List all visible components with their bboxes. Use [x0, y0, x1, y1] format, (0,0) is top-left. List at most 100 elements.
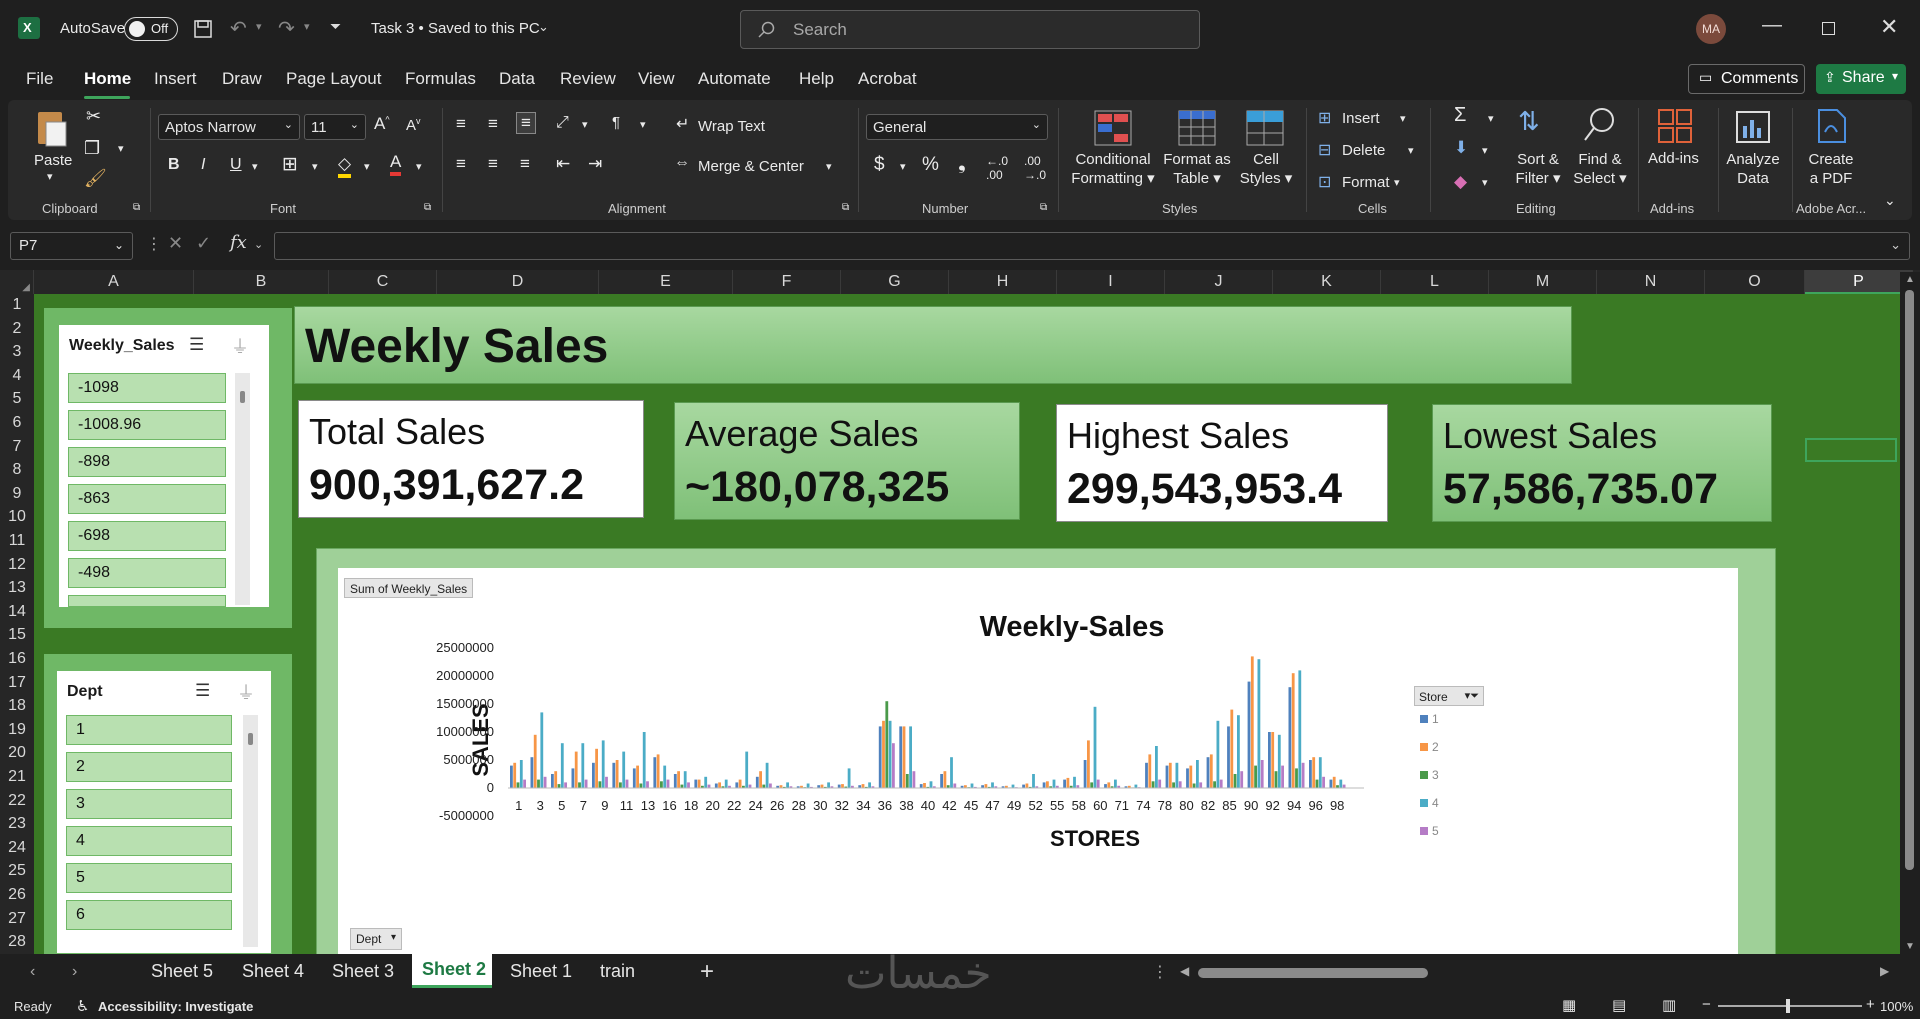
column-header-n[interactable]: N	[1597, 270, 1705, 294]
row-header-13[interactable]: 13	[8, 579, 26, 597]
find-select-button[interactable]: Find & Select ▾	[1573, 151, 1627, 187]
font-color-dropdown-icon[interactable]: ▾	[416, 161, 422, 173]
decrease-decimal-icon[interactable]: .00 →.0	[1024, 154, 1047, 182]
sum-weekly-sales-field-button[interactable]: Sum of Weekly_Sales	[344, 578, 474, 598]
column-header-a[interactable]: A	[34, 270, 194, 294]
font-color-icon[interactable]: A	[390, 152, 402, 176]
page-break-view-icon[interactable]: ▥	[1662, 997, 1677, 1014]
orientation-dropdown-icon[interactable]: ▾	[582, 119, 588, 131]
sheet-tab[interactable]: train	[600, 961, 636, 981]
slicer-item[interactable]: 1	[66, 715, 232, 745]
title-chevron-down-icon[interactable]: ⌄	[538, 19, 549, 34]
ribbon-collapse-icon[interactable]: ⌄	[1884, 192, 1896, 208]
row-header-28[interactable]: 28	[8, 933, 26, 951]
cell-styles-icon[interactable]	[1246, 110, 1284, 146]
next-sheet-icon[interactable]: ›	[72, 963, 78, 980]
autosave-toggle[interactable]: Off	[124, 17, 178, 41]
selected-cell-p7[interactable]	[1805, 438, 1897, 462]
find-select-icon[interactable]	[1582, 106, 1616, 144]
slicer-item[interactable]: -863	[68, 484, 226, 514]
column-header-p[interactable]: P	[1805, 270, 1913, 294]
merge-dropdown-icon[interactable]: ▾	[826, 161, 832, 173]
insert-dropdown-icon[interactable]: ▾	[1400, 113, 1406, 125]
fill-color-dropdown-icon[interactable]: ▾	[364, 161, 370, 173]
fx-dropdown-icon[interactable]: ⌄	[254, 239, 264, 251]
paragraph-dropdown-icon[interactable]: ▾	[640, 119, 646, 131]
slicer-item[interactable]: -1008.96	[68, 410, 226, 440]
scroll-thumb[interactable]	[240, 391, 245, 403]
row-header-15[interactable]: 15	[8, 626, 26, 644]
increase-indent-icon[interactable]: ⇥	[588, 154, 603, 173]
row-header-2[interactable]: 2	[12, 319, 22, 337]
font-size-select[interactable]: 11 ⌄	[304, 114, 366, 140]
column-header-c[interactable]: C	[329, 270, 437, 294]
row-header-19[interactable]: 19	[8, 720, 26, 738]
row-header-14[interactable]: 14	[8, 602, 26, 620]
delete-dropdown-icon[interactable]: ▾	[1408, 145, 1414, 157]
paste-dropdown-icon[interactable]: ▾	[47, 171, 53, 183]
fill-color-icon[interactable]: ◇	[338, 154, 352, 178]
tab-automate[interactable]: Automate	[698, 69, 771, 88]
sort-filter-button[interactable]: Sort & Filter ▾	[1515, 151, 1561, 187]
cell-styles-button[interactable]: Cell Styles ▾	[1239, 151, 1293, 187]
font-launcher-icon[interactable]: ⧉	[424, 202, 432, 213]
zoom-out-icon[interactable]: −	[1702, 996, 1711, 1013]
column-header-d[interactable]: D	[437, 270, 599, 294]
tab-acrobat[interactable]: Acrobat	[858, 69, 917, 88]
slicer-item[interactable]: 3	[66, 789, 232, 819]
underline-icon[interactable]: U	[230, 156, 242, 173]
page-layout-view-icon[interactable]: ▤	[1612, 997, 1627, 1014]
currency-dropdown-icon[interactable]: ▾	[900, 161, 906, 173]
save-icon[interactable]	[193, 19, 213, 39]
format-painter-icon[interactable]: 🖌	[84, 168, 107, 188]
orientation-icon[interactable]: ⤢	[556, 114, 569, 131]
slicer-item[interactable]: 2	[66, 752, 232, 782]
sheet-tab[interactable]: Sheet 3	[332, 961, 395, 981]
fill-dropdown-icon[interactable]: ▾	[1482, 145, 1488, 157]
borders-icon[interactable]: ⊞	[282, 154, 298, 175]
sheet-tab[interactable]: Sheet 4	[242, 961, 305, 981]
row-header-3[interactable]: 3	[12, 343, 22, 361]
increase-font-icon[interactable]: A^	[374, 114, 390, 133]
row-header-5[interactable]: 5	[12, 390, 22, 408]
wrap-text-button[interactable]: Wrap Text	[698, 118, 765, 135]
more-options-icon[interactable]: ⋮	[146, 236, 162, 253]
tab-formulas[interactable]: Formulas	[405, 69, 476, 88]
slicer-item[interactable]: -698	[68, 521, 226, 551]
copy-icon[interactable]: ❐	[84, 138, 101, 158]
sheet-tab[interactable]: Sheet 1	[510, 961, 573, 981]
format-cells-icon[interactable]: ⊡	[1318, 174, 1332, 191]
column-header-l[interactable]: L	[1381, 270, 1489, 294]
add-sheet-icon[interactable]: +	[700, 958, 715, 985]
tab-insert[interactable]: Insert	[154, 69, 197, 88]
row-header-12[interactable]: 12	[8, 555, 26, 573]
paragraph-direction-icon[interactable]: ¶	[612, 114, 621, 131]
column-header-j[interactable]: J	[1165, 270, 1273, 294]
column-header-i[interactable]: I	[1057, 270, 1165, 294]
dept-field-button[interactable]: Dept ▾	[350, 928, 402, 950]
undo-dropdown-icon[interactable]: ▾	[256, 21, 262, 33]
percent-icon[interactable]: %	[922, 154, 939, 175]
select-all-corner[interactable]: ◢	[0, 270, 34, 294]
add-ins-button[interactable]: Add-ins	[1648, 150, 1699, 167]
vertical-scrollbar[interactable]: ▲ ▼	[1900, 272, 1920, 954]
conditional-formatting-button[interactable]: Conditional Formatting ▾	[1071, 151, 1155, 187]
insert-cells-button[interactable]: Insert	[1342, 110, 1380, 127]
column-header-b[interactable]: B	[194, 270, 329, 294]
clipboard-launcher-icon[interactable]: ⧉	[133, 202, 141, 213]
slicer-scrollbar[interactable]	[243, 715, 258, 947]
borders-dropdown-icon[interactable]: ▾	[312, 161, 318, 173]
scroll-right-icon[interactable]: ▶	[1880, 964, 1890, 978]
analyze-data-icon[interactable]	[1735, 108, 1771, 144]
row-header-26[interactable]: 26	[8, 886, 26, 903]
row-header-11[interactable]: 11	[8, 532, 26, 549]
paste-label[interactable]: Paste	[34, 152, 73, 169]
autosum-dropdown-icon[interactable]: ▾	[1488, 113, 1494, 125]
underline-dropdown-icon[interactable]: ▾	[252, 161, 258, 173]
name-box[interactable]: P7 ⌄	[10, 232, 133, 260]
slicer-item[interactable]: -898	[68, 447, 226, 477]
zoom-in-icon[interactable]: +	[1866, 996, 1875, 1013]
zoom-level[interactable]: 100%	[1880, 999, 1914, 1014]
clear-dropdown-icon[interactable]: ▾	[1482, 177, 1488, 189]
comments-button[interactable]: ▭ Comments	[1688, 64, 1805, 94]
